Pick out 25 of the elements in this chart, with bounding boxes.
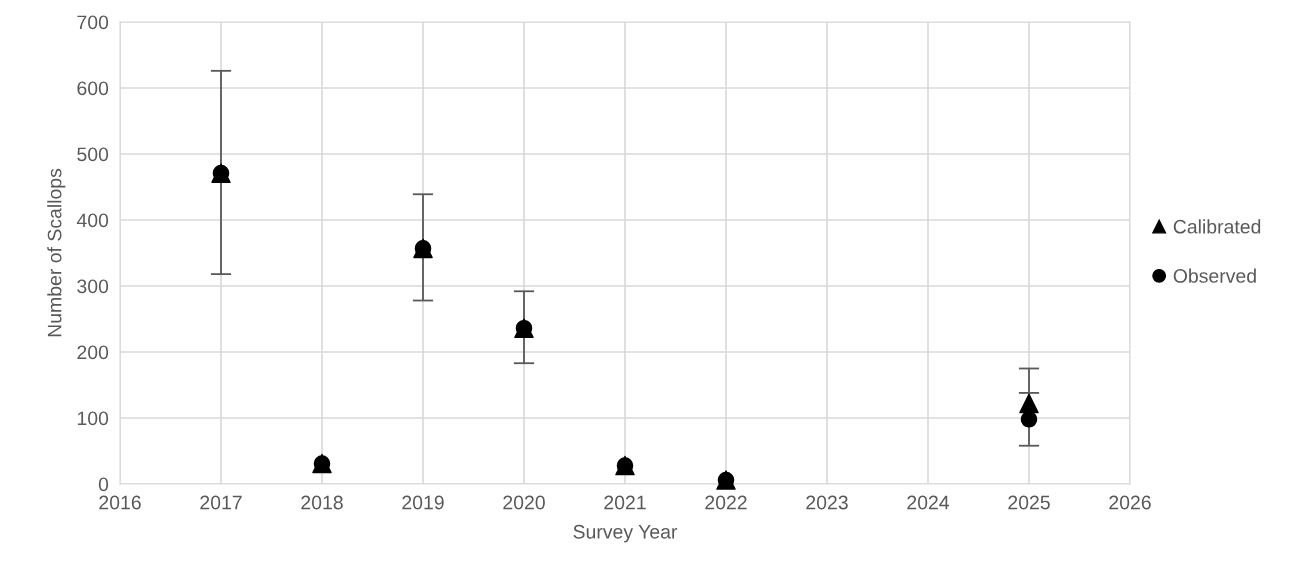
legend-label: Calibrated — [1173, 219, 1261, 234]
y-tick-label: 0 — [98, 477, 109, 492]
y-tick-label: 400 — [76, 213, 109, 228]
y-tick-label: 600 — [77, 81, 109, 96]
x-tick-label: 2020 — [503, 495, 545, 510]
y-tick-label: 500 — [77, 147, 109, 162]
x-tick-label: 2026 — [1109, 495, 1151, 510]
x-tick-label: 2016 — [99, 495, 141, 510]
x-tick-label: 2024 — [907, 495, 950, 510]
x-tick-label: 2018 — [301, 495, 343, 510]
x-tick-label: 2019 — [402, 495, 444, 510]
x-tick-label: 2017 — [200, 495, 242, 510]
x-tick-label: 2022 — [705, 495, 747, 510]
y-axis-title: Number of Scallops — [47, 168, 66, 337]
y-tick-label: 100 — [77, 411, 109, 426]
point — [1020, 411, 1038, 428]
y-tick-label: 300 — [77, 279, 109, 294]
x-axis-title: Survey Year — [573, 524, 678, 543]
point — [1019, 393, 1039, 414]
y-tick-label: 700 — [77, 15, 109, 30]
x-tick-label: 2023 — [806, 495, 848, 510]
y-tick-label: 200 — [77, 345, 109, 360]
x-tick-label: 2025 — [1008, 495, 1050, 510]
legend-label: Observed — [1173, 268, 1256, 283]
x-tick-label: 2021 — [604, 495, 646, 510]
